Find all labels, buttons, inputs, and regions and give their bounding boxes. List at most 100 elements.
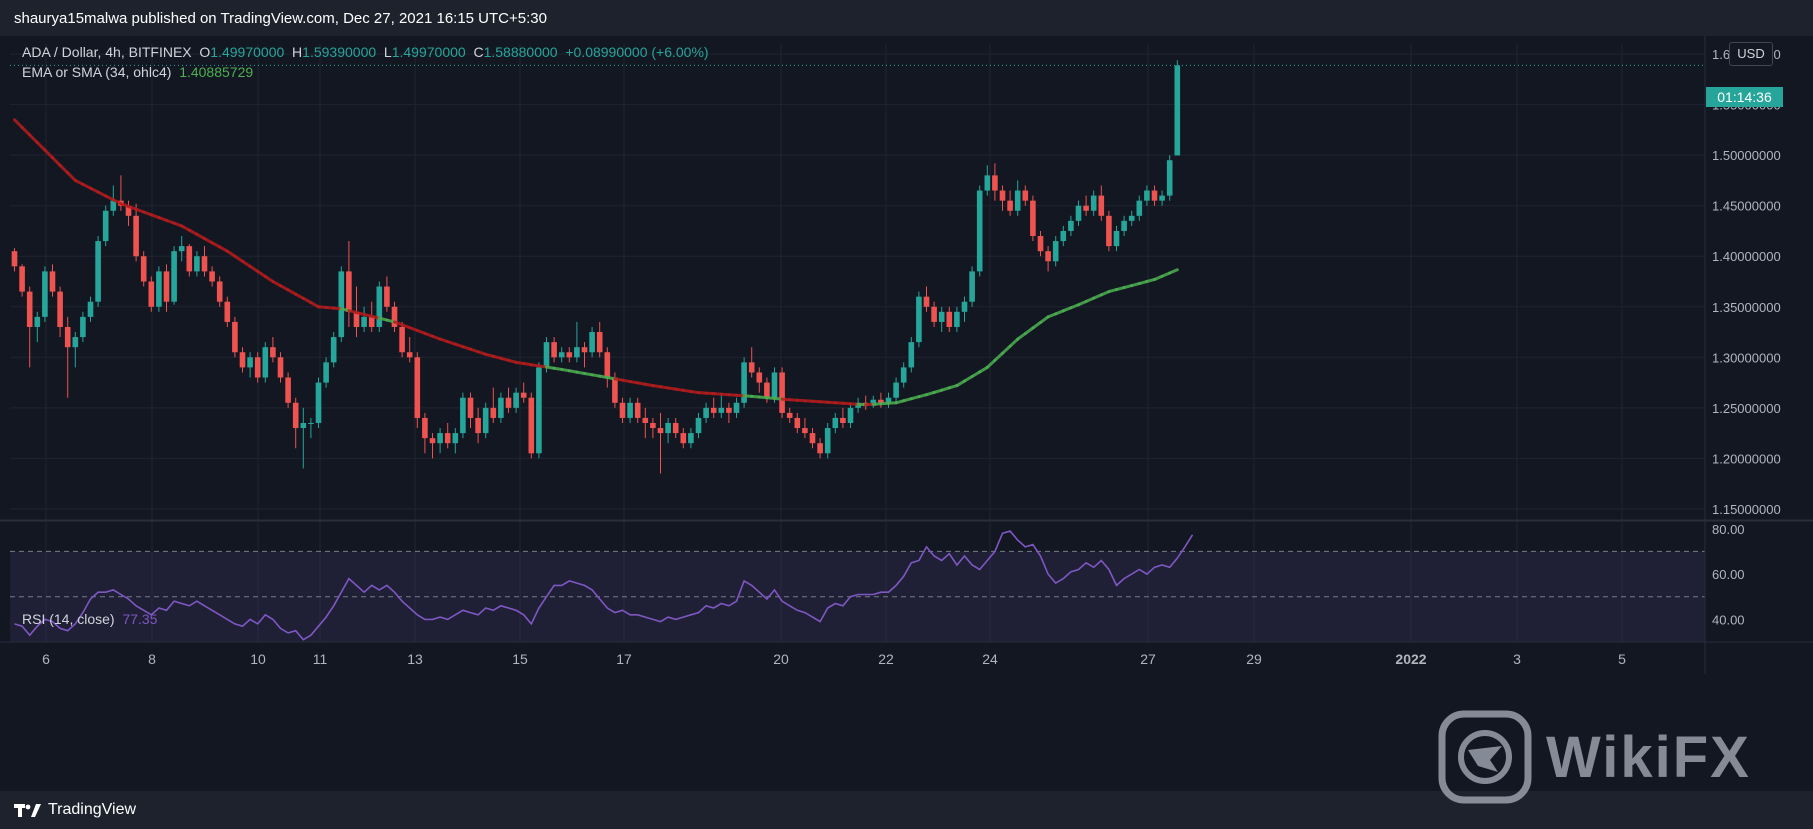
high-value: 1.59390000 <box>302 44 377 60</box>
candle <box>133 203 139 262</box>
candle <box>498 392 504 423</box>
candle <box>976 185 983 277</box>
candle-body <box>452 433 459 444</box>
candle-body <box>1174 65 1181 156</box>
candle-body <box>1106 215 1112 247</box>
candle <box>102 205 109 247</box>
rsi-label: RSI (14, close) <box>22 611 115 627</box>
candle-body <box>1090 195 1097 211</box>
candle <box>893 377 899 403</box>
candle-body <box>87 301 94 317</box>
symbol-legend: ADA / Dollar, 4h, BITFINEX O1.49970000 H… <box>22 44 709 60</box>
candle-body <box>961 301 968 312</box>
candle <box>665 417 671 444</box>
candle <box>239 347 246 373</box>
candle-body <box>330 337 337 363</box>
candle <box>551 337 557 363</box>
candle <box>444 422 451 449</box>
candle <box>779 367 785 418</box>
candle <box>376 281 383 333</box>
candle <box>49 264 56 297</box>
candle-body <box>1060 230 1067 242</box>
candle <box>414 352 421 429</box>
candle-body <box>543 342 550 368</box>
candle <box>756 367 763 393</box>
price-axis-label: 1.30000000 <box>1712 350 1781 365</box>
wikifx-logo-icon <box>1438 710 1532 804</box>
candle-body <box>946 311 953 327</box>
candle <box>900 362 907 388</box>
candle <box>171 246 177 305</box>
rsi-axis-label: 60.00 <box>1712 567 1745 582</box>
candle <box>156 266 162 312</box>
candle-body <box>285 377 291 403</box>
candle <box>482 402 489 439</box>
candle-body <box>900 367 907 383</box>
candle <box>581 342 588 368</box>
tradingview-logo-icon <box>14 804 41 817</box>
candle-body <box>133 215 139 257</box>
currency-button[interactable]: USD <box>1729 42 1773 66</box>
candle-body <box>64 326 71 348</box>
candle <box>1098 185 1105 221</box>
candle-body <box>1121 220 1127 231</box>
candle <box>870 395 877 408</box>
candle <box>300 407 307 469</box>
candle-body <box>292 402 299 429</box>
ema-legend[interactable]: EMA or SMA (34, ohlc4) 1.40885729 <box>22 64 253 80</box>
price-axis-label: 1.45000000 <box>1712 199 1781 214</box>
candle-body <box>224 301 231 322</box>
price-chart[interactable]: 1.600000001.550000001.500000001.45000000… <box>0 36 1813 791</box>
candle <box>80 311 86 343</box>
candle-body <box>270 347 276 358</box>
candle-body <box>748 362 755 373</box>
ema-segment <box>66 171 77 182</box>
rsi-legend[interactable]: RSI (14, close) 77.35 <box>22 611 157 627</box>
candle-body <box>878 399 884 403</box>
time-axis-label: 27 <box>1140 651 1156 667</box>
candle <box>718 392 725 418</box>
candle-body <box>954 311 960 327</box>
candle <box>520 382 527 403</box>
candle <box>634 397 641 423</box>
candle-body <box>391 306 398 327</box>
candle-body <box>140 256 147 282</box>
candle <box>642 407 649 439</box>
candle <box>201 246 208 277</box>
candle-body <box>1136 200 1143 216</box>
candle-body <box>627 402 633 418</box>
price-axis-label: 1.25000000 <box>1712 401 1781 416</box>
candle-body <box>95 241 101 302</box>
candle <box>277 352 284 383</box>
tradingview-logo[interactable]: TradingView <box>14 799 136 821</box>
high-label: H <box>292 44 303 60</box>
candle-body <box>247 357 253 368</box>
candle-body <box>596 332 603 353</box>
candle-body <box>308 422 314 424</box>
candle-body <box>72 337 79 348</box>
candle-body <box>467 397 474 418</box>
candle-body <box>1030 200 1036 237</box>
candle-body <box>57 291 63 327</box>
candle-body <box>832 417 839 429</box>
candle-body <box>817 443 823 454</box>
candle <box>619 397 626 423</box>
time-axis-label: 24 <box>982 651 998 667</box>
candle <box>786 407 793 423</box>
candle <box>923 286 930 312</box>
candle-body <box>1014 190 1021 211</box>
candle-body <box>695 417 702 434</box>
ema-segment <box>20 125 32 137</box>
candle-body <box>688 433 694 444</box>
ema-value: 1.40885729 <box>179 64 254 80</box>
candle <box>1106 210 1112 252</box>
ema-label: EMA or SMA (34, ohlc4) <box>22 64 172 80</box>
candle <box>1022 185 1029 206</box>
candle <box>437 428 443 454</box>
candle <box>832 412 839 434</box>
candle-body <box>368 316 375 327</box>
candle-body <box>361 316 367 327</box>
candle-body <box>741 362 747 403</box>
close-label: C <box>473 44 484 60</box>
candle <box>1144 185 1150 206</box>
